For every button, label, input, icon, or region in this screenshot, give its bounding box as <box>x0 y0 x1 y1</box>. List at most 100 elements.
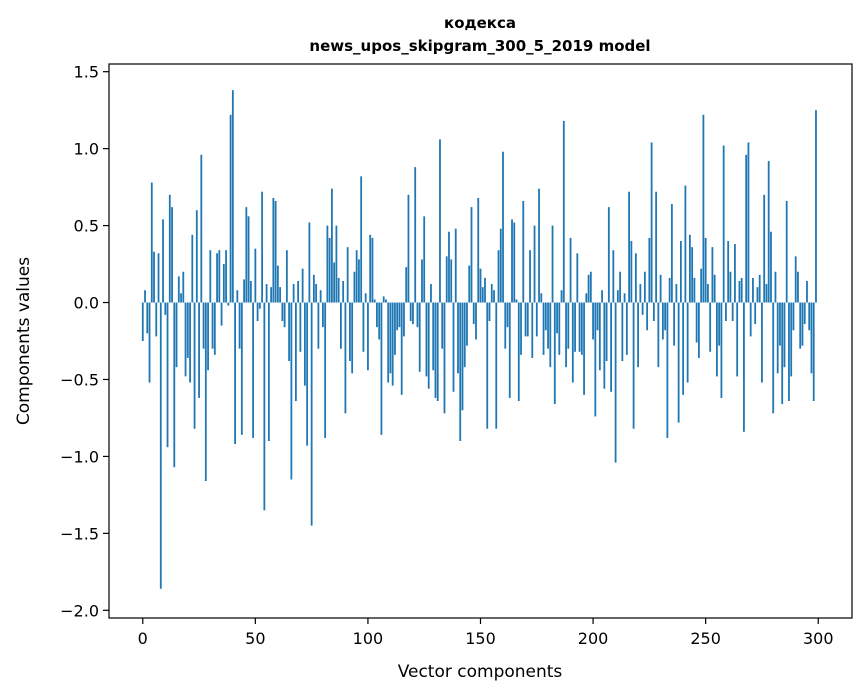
bar <box>691 247 694 303</box>
bar <box>184 302 187 377</box>
bar <box>148 302 151 383</box>
bar <box>283 302 286 328</box>
bar <box>412 302 414 325</box>
bar <box>468 265 471 303</box>
bar <box>378 302 381 340</box>
bar <box>162 219 164 303</box>
bar <box>576 253 579 303</box>
bar <box>427 302 430 389</box>
bar <box>544 302 547 331</box>
bar <box>587 274 590 303</box>
bar <box>725 302 727 321</box>
bar <box>448 231 450 303</box>
bar <box>358 259 360 303</box>
bar <box>562 120 565 303</box>
bar <box>294 302 297 402</box>
bar <box>164 302 167 315</box>
bar <box>385 299 387 303</box>
bar <box>551 225 554 303</box>
bar <box>240 302 243 435</box>
bar <box>614 302 617 463</box>
bar <box>396 302 399 331</box>
bar <box>801 302 804 346</box>
bar <box>513 222 516 303</box>
bar <box>722 145 725 303</box>
bar <box>452 302 455 392</box>
bar <box>486 302 489 429</box>
bar <box>794 256 797 303</box>
x-tick-label: 100 <box>353 629 384 648</box>
bar <box>445 256 448 303</box>
bar <box>596 302 599 331</box>
bar <box>312 274 315 303</box>
bar <box>675 284 678 303</box>
bar <box>231 90 234 303</box>
bar <box>745 154 748 303</box>
bar <box>315 284 318 303</box>
bar <box>707 284 709 303</box>
bar <box>166 302 169 448</box>
bar <box>175 302 178 368</box>
bar <box>439 139 441 303</box>
bar <box>209 250 212 303</box>
bar <box>538 188 540 303</box>
bar <box>267 302 270 442</box>
bar <box>389 302 392 374</box>
bar <box>290 302 293 480</box>
bar <box>303 302 306 386</box>
x-tick-label: 150 <box>465 629 496 648</box>
bar <box>211 302 214 349</box>
bar <box>621 302 624 362</box>
y-tick-label: −1.0 <box>60 447 99 466</box>
x-tick-label: 200 <box>578 629 609 648</box>
bar <box>288 302 291 362</box>
bar <box>470 207 473 303</box>
bar <box>292 284 295 303</box>
bar <box>155 302 158 337</box>
bar <box>806 280 808 303</box>
bar <box>326 225 329 303</box>
bar <box>812 302 815 402</box>
bar <box>571 302 574 383</box>
bar <box>630 240 633 303</box>
bar <box>504 302 507 349</box>
bar <box>734 244 736 303</box>
bar <box>153 251 155 303</box>
bar <box>173 302 176 468</box>
bar <box>799 302 802 349</box>
bar <box>569 237 572 303</box>
bar <box>261 191 264 303</box>
bar <box>146 302 149 334</box>
bar <box>216 253 218 303</box>
bar <box>556 302 558 334</box>
bar <box>391 302 394 386</box>
bar <box>177 276 180 303</box>
bar <box>682 302 685 395</box>
bar <box>249 280 252 303</box>
bar <box>646 302 649 331</box>
bar <box>693 277 696 303</box>
bar <box>459 302 462 442</box>
bar <box>695 302 698 343</box>
bar <box>740 277 743 303</box>
bar <box>623 293 626 303</box>
chart-subtitle: news_upos_skipgram_300_5_2019 model <box>309 37 650 55</box>
x-tick-label: 0 <box>138 629 148 648</box>
bar <box>641 302 644 315</box>
y-axis-label: Components values <box>14 257 34 425</box>
bar <box>603 302 606 389</box>
bar <box>371 237 374 303</box>
bar <box>351 302 354 374</box>
bar <box>481 287 484 303</box>
bar <box>761 302 763 383</box>
bar <box>736 302 739 377</box>
bar <box>306 302 309 446</box>
bar <box>524 302 527 337</box>
bar <box>252 302 254 438</box>
bar <box>218 250 221 303</box>
bar <box>522 200 525 303</box>
bar <box>171 207 173 303</box>
x-tick-label: 50 <box>245 629 265 648</box>
bar <box>549 302 552 368</box>
